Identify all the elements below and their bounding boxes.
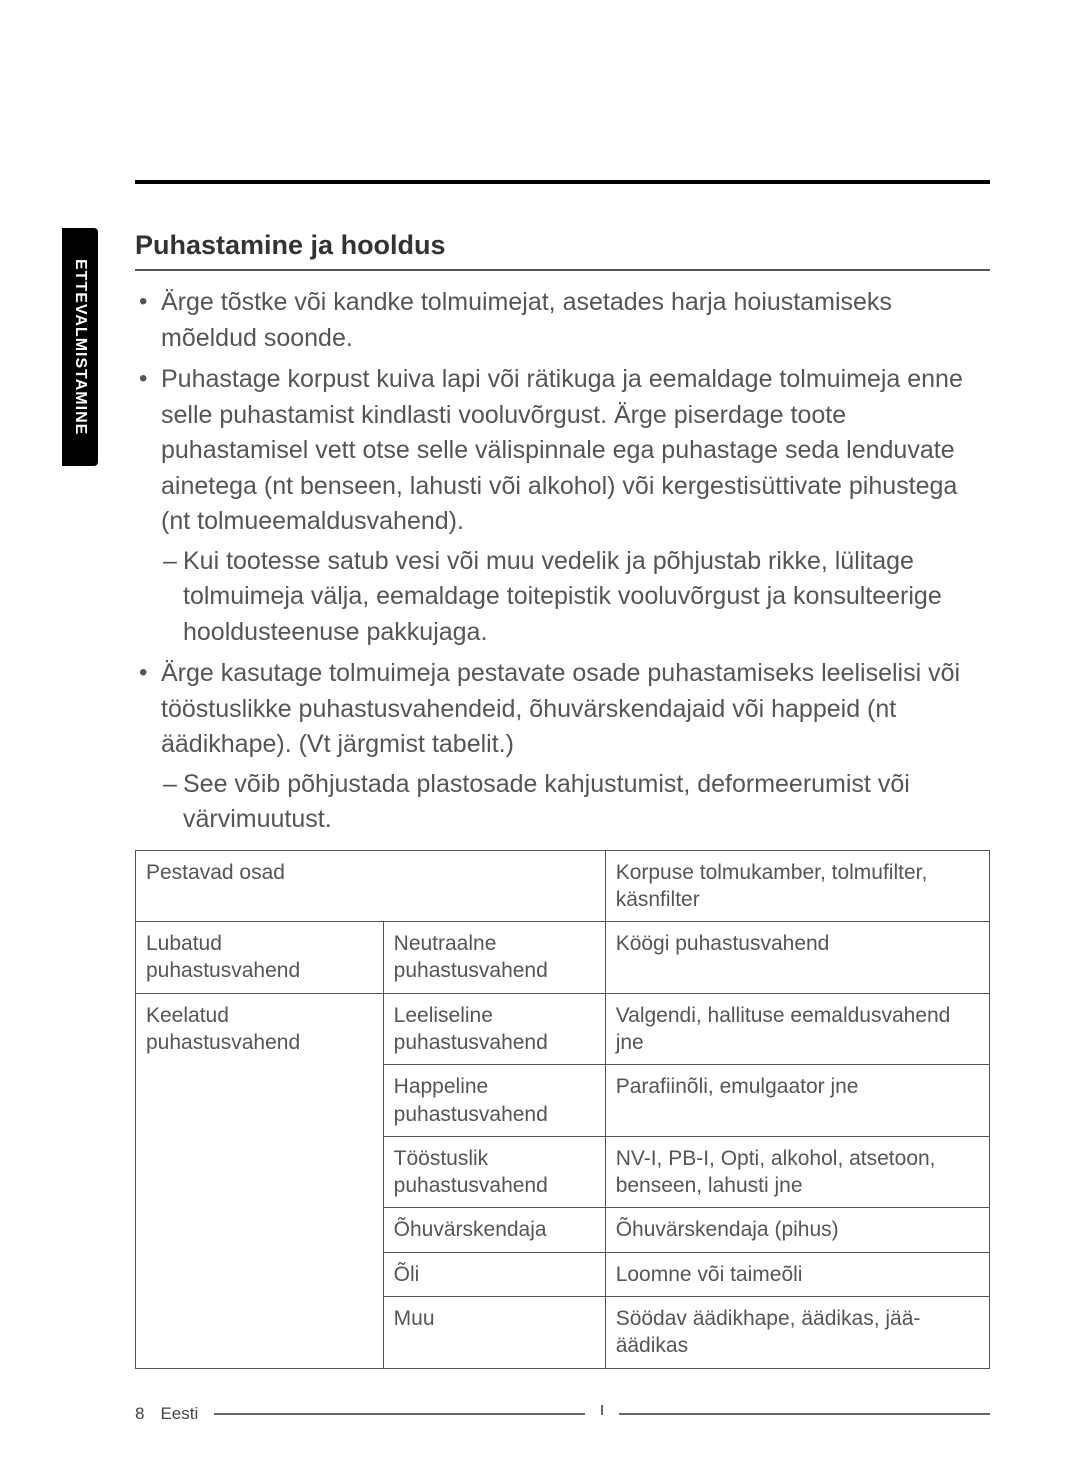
footer-line (214, 1413, 585, 1415)
table-cell: Tööstuslik puhastusvahend (383, 1136, 605, 1208)
bullet-item: Ärge kasutage tolmuimeja pestavate osade… (135, 656, 990, 838)
sub-item: See võib põhjustada plastosade kahjustum… (161, 767, 990, 838)
page-footer: 8 Eesti (135, 1404, 990, 1424)
table-cell: NV-I, PB-I, Opti, alkohol, atsetoon, ben… (605, 1136, 989, 1208)
table-cell: Korpuse tolmukamber, tolmufilter, käsnfi… (605, 850, 989, 922)
table-row: Lubatud puhastusvahendNeutraalne puhastu… (136, 922, 990, 994)
page-number: 8 (135, 1404, 144, 1424)
table-cell: Happeline puhastusvahend (383, 1065, 605, 1137)
table-cell: Loomne või taimeõli (605, 1252, 989, 1296)
side-tab: ETTEVALMISTAMINE (62, 228, 98, 466)
table-cell: Pestavad osad (136, 850, 606, 922)
table-cell: Köögi puhastusvahend (605, 922, 989, 994)
footer-tick (601, 1405, 603, 1415)
table-row: Keelatud puhastusvahendLeeliseline puhas… (136, 993, 990, 1065)
table-cell: Leeliseline puhastusvahend (383, 993, 605, 1065)
section-title: Puhastamine ja hooldus (135, 230, 990, 261)
title-rule (135, 269, 990, 271)
page-language: Eesti (160, 1404, 198, 1424)
table-cell: Lubatud puhastusvahend (136, 922, 384, 994)
bullet-list: Ärge tõstke või kandke tolmuimejat, aset… (135, 285, 990, 838)
footer-line (619, 1413, 990, 1415)
bullet-item: Ärge tõstke või kandke tolmuimejat, aset… (135, 285, 990, 356)
table-row: Pestavad osadKorpuse tolmukamber, tolmuf… (136, 850, 990, 922)
page: ETTEVALMISTAMINE Puhastamine ja hooldus … (0, 0, 1080, 1479)
sub-list: Kui tootesse satub vesi või muu vedelik … (161, 544, 990, 651)
table-cell: Õli (383, 1252, 605, 1296)
table-cell: Õhuvärskendaja (383, 1208, 605, 1252)
spec-table: Pestavad osadKorpuse tolmukamber, tolmuf… (135, 850, 990, 1369)
table-cell: Muu (383, 1297, 605, 1369)
table-cell: Parafiinõli, emulgaator jne (605, 1065, 989, 1137)
table-cell: Söödav äädikhape, äädikas, jää-äädikas (605, 1297, 989, 1369)
sub-item: Kui tootesse satub vesi või muu vedelik … (161, 544, 990, 651)
table-cell: Neutraalne puhastusvahend (383, 922, 605, 994)
sub-list: See võib põhjustada plastosade kahjustum… (161, 767, 990, 838)
table-cell: Keelatud puhastusvahend (136, 993, 384, 1368)
table-cell: Õhuvärskendaja (pihus) (605, 1208, 989, 1252)
bullet-item: Puhastage korpust kuiva lapi või rätikug… (135, 362, 990, 650)
top-rule (135, 180, 990, 184)
table-cell: Valgendi, hallituse eemaldusvahend jne (605, 993, 989, 1065)
